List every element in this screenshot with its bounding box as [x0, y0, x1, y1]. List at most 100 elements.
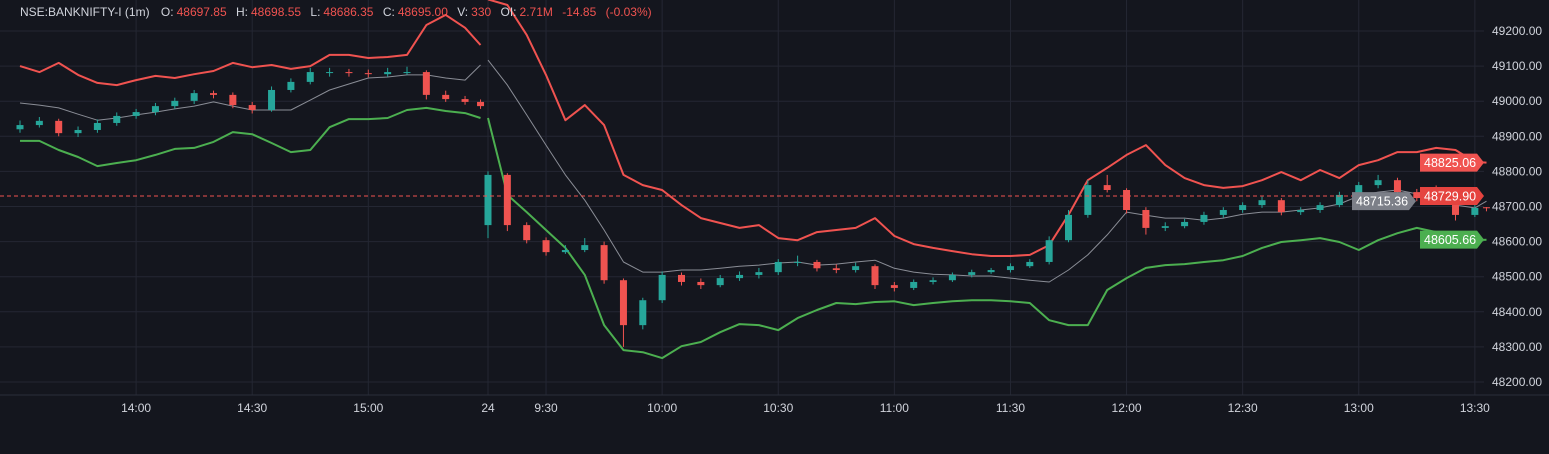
price-label-text: 48825.06: [1424, 156, 1476, 170]
candle-up: [852, 266, 860, 271]
candle-up: [1006, 266, 1014, 271]
candle-down: [503, 174, 511, 226]
time-tick-label: 24: [481, 401, 495, 415]
candle-up: [1316, 205, 1324, 211]
candle-up: [910, 281, 918, 288]
price-tags: 48825.06 48729.90 48715.36 48605.66: [1352, 153, 1484, 249]
low-label: L:: [310, 5, 321, 19]
candle-down: [871, 266, 879, 286]
candle-down: [600, 245, 608, 281]
candle-up: [306, 72, 314, 82]
candle-down: [55, 120, 63, 134]
time-tick-label: 11:30: [996, 401, 1025, 415]
candle-up: [190, 93, 198, 101]
price-label-text: 48605.66: [1424, 233, 1476, 247]
candle-down: [1413, 192, 1421, 199]
candle-up: [1045, 240, 1053, 262]
candle-up: [1161, 226, 1169, 228]
candle-up: [326, 72, 334, 74]
price-label-bg: [1420, 153, 1484, 172]
candle-down: [1123, 190, 1131, 211]
candle-up: [171, 100, 179, 107]
price-axis[interactable]: 49200.00 49100.00 49000.00 48900.00 48800.00…: [1492, 24, 1542, 389]
candle-down: [890, 285, 898, 288]
open-value: 48697.85: [176, 5, 227, 19]
price-tick-label: 48200.00: [1492, 375, 1542, 389]
candle-down: [461, 99, 469, 102]
close-label: C:: [382, 5, 395, 19]
change-value: -14.85: [562, 5, 597, 19]
price-label-bg: [1352, 192, 1416, 211]
price-tick-label: 48300.00: [1492, 340, 1542, 354]
candle-down: [477, 101, 485, 107]
candle-up: [581, 245, 589, 251]
upper-band-line: [487, 0, 1487, 257]
price-tick-label: 49100.00: [1492, 59, 1542, 73]
candle-up: [287, 81, 295, 90]
candle-up: [1335, 194, 1343, 206]
mid-band-line: [19, 64, 481, 121]
price-tick-label: 48900.00: [1492, 129, 1542, 143]
symbol-label[interactable]: NSE:BANKNIFTY-I (1m): [20, 5, 150, 19]
candle-up: [755, 272, 763, 275]
candle-up: [1297, 210, 1305, 213]
time-tick-label: 14:30: [237, 401, 267, 415]
candle-down: [542, 240, 550, 253]
low-value: 48686.35: [323, 5, 374, 19]
oi-value: 2.71M: [519, 5, 553, 19]
candle-up: [1355, 185, 1363, 195]
change-percent: (-0.03%): [605, 5, 652, 19]
candle-up: [1200, 214, 1208, 222]
time-tick-label: 10:30: [763, 401, 793, 415]
volume-value: 330: [471, 5, 492, 19]
candle-up: [403, 72, 411, 74]
high-value: 48698.55: [251, 5, 302, 19]
candle-up: [736, 274, 744, 279]
bands: [19, 0, 1487, 360]
oi-label: OI:: [500, 5, 517, 19]
price-tick-label: 48600.00: [1492, 235, 1542, 249]
open-label: O:: [160, 5, 174, 19]
candle-up: [16, 125, 24, 130]
candle-up: [561, 250, 569, 253]
candle-down: [1277, 200, 1285, 213]
candle-up: [132, 112, 140, 116]
candle-up: [113, 115, 121, 123]
candle-down: [442, 94, 450, 100]
candle-up: [1181, 221, 1189, 227]
lower-band-line: [20, 106, 481, 168]
candle-down: [678, 274, 685, 282]
candle-down: [210, 93, 217, 95]
candle-up: [658, 274, 666, 301]
candle-up: [1026, 261, 1034, 267]
price-label-text: 48715.36: [1356, 195, 1408, 209]
price-label-bg: [1420, 187, 1484, 206]
candle-up: [384, 72, 392, 75]
candle-up: [1219, 210, 1227, 215]
time-tick-label: 12:00: [1112, 401, 1142, 415]
candle-up: [968, 272, 976, 275]
time-tick-label: 15:00: [353, 401, 383, 415]
candle-up: [716, 278, 724, 286]
price-label-lower: 48605.66: [1420, 230, 1484, 249]
time-tick-label: 13:00: [1344, 401, 1374, 415]
candle-down: [523, 225, 531, 241]
candle-up: [1471, 207, 1479, 215]
price-tick-label: 49200.00: [1492, 24, 1542, 38]
high-label: H:: [236, 5, 248, 19]
volume-label: V:: [457, 5, 469, 19]
candle-up: [1239, 205, 1247, 211]
time-axis[interactable]: 14:00 14:30 15:00 24 9:30 10:00 10:30 11:00 11:3…: [121, 401, 1490, 415]
candle-up: [151, 106, 159, 113]
candle-up: [74, 129, 82, 134]
candle-up: [1374, 180, 1382, 186]
candle-up: [774, 261, 782, 273]
price-label-text: 48729.90: [1424, 190, 1476, 204]
candle-down: [1393, 180, 1401, 193]
candle-down: [345, 72, 353, 74]
time-tick-label: 12:30: [1228, 401, 1258, 415]
candle-down: [422, 72, 430, 95]
candle-up: [948, 274, 956, 281]
candle-down: [1103, 185, 1111, 191]
